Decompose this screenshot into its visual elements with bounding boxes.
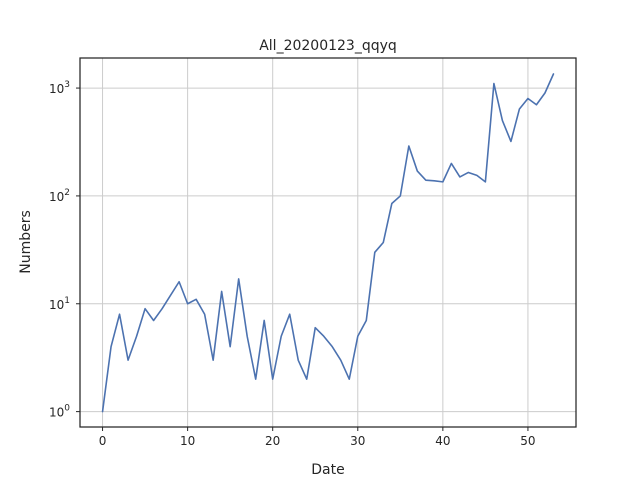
y-tick-label: 103 [49,80,70,96]
x-axis-label: Date [311,462,344,478]
y-tick-label: 101 [49,296,70,312]
series-layer [101,73,555,413]
tick-layer: 0 10 20 30 40 50 100 101 102 103 [49,80,536,448]
y-tick-label: 100 [49,404,70,420]
x-tick-label: 50 [520,434,535,448]
x-tick-label: 10 [180,434,195,448]
x-tick-label: 40 [435,434,450,448]
y-axis-label: Numbers [18,210,34,274]
series-line [101,73,555,413]
chart-title: All_20200123_qqyq [259,38,397,54]
y-tick-label: 102 [49,188,70,204]
x-tick-label: 0 [99,434,107,448]
x-tick-label: 20 [265,434,280,448]
plot-frame [79,57,577,428]
grid [80,58,576,427]
x-tick-label: 30 [350,434,365,448]
